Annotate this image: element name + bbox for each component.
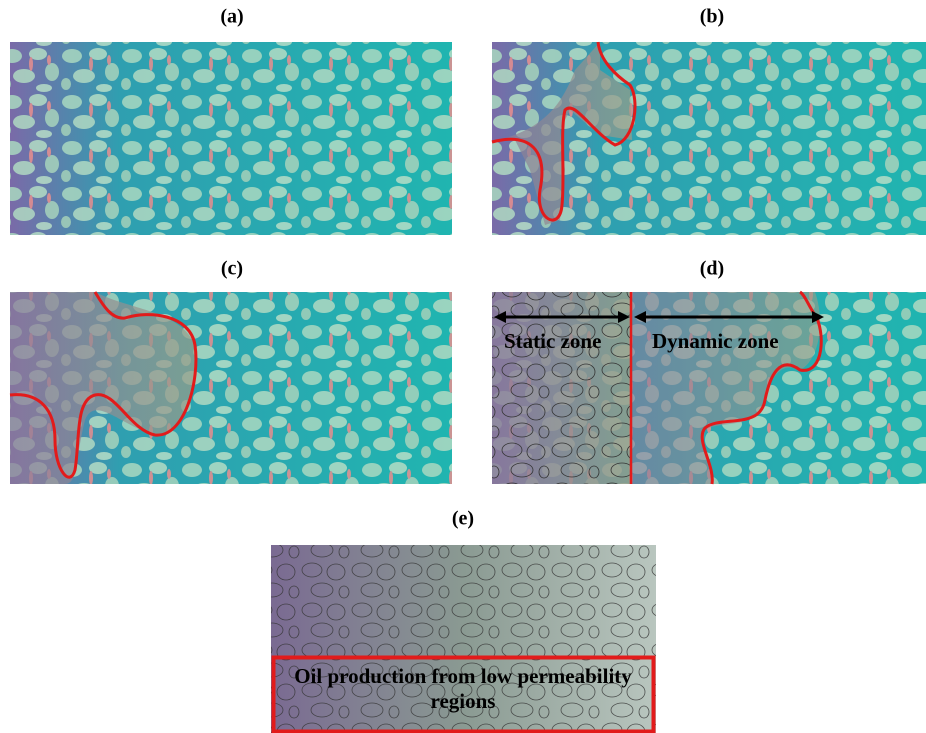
panel-label: (d) (700, 258, 724, 280)
zone-label: Dynamic zone (652, 329, 779, 353)
annotation-text: Oil production from low permeability reg… (276, 664, 650, 714)
micromodel-image (10, 42, 452, 235)
micromodel-image (492, 42, 926, 235)
micromodel-image (492, 292, 926, 484)
panel-label: (a) (220, 6, 243, 28)
panel-label: (e) (452, 508, 474, 530)
panel-label: (c) (221, 258, 243, 280)
panel-label: (b) (700, 6, 724, 28)
micromodel-image (10, 292, 452, 484)
figure: (a) (b) (c) (d) Static zone Dynamic zone… (0, 0, 926, 733)
zone-label: Static zone (504, 329, 601, 353)
figure-canvas: (a) (b) (c) (d) Static zone Dynamic zone… (0, 0, 926, 733)
